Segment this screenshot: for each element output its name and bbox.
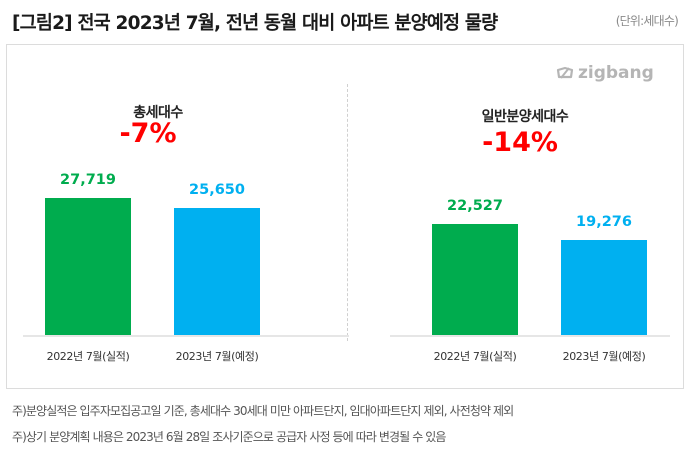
value-label-panel-1-2022: 27,719 [60, 172, 116, 188]
unit-label: (단위:세대수) [615, 14, 679, 28]
bar-panel-1-2022 [45, 198, 131, 335]
footnote-2: 주)상기 분양계획 내용은 2023년 6월 28일 조사기준으로 공급자 사정… [12, 430, 446, 444]
bar-panel-2-2022 [432, 223, 518, 335]
category-label-panel-1-2023: 2023년 7월(예정) [175, 350, 259, 363]
zigbang-logo-icon [556, 66, 574, 79]
panel-1-title: 총세대수 [133, 105, 183, 121]
bar-panel-1-2023 [174, 208, 260, 335]
panel-2-change: -14% [482, 127, 558, 158]
category-label-panel-2-2023: 2023년 7월(예정) [562, 350, 646, 363]
footnote-1: 주)분양실적은 입주자모집공고일 기준, 총세대수 30세대 미만 아파트단지,… [12, 404, 514, 418]
zigbang-logo: zigbang [556, 63, 654, 83]
panel-2-title: 일반분양세대수 [481, 109, 569, 125]
value-label-panel-1-2023: 25,650 [189, 182, 245, 199]
panel-1-change: -7% [119, 118, 177, 149]
bar-panel-2-2023 [561, 239, 647, 335]
baseline-panel-1 [23, 335, 349, 337]
category-label-panel-2-2022: 2022년 7월(실적) [433, 350, 517, 363]
value-label-panel-2-2022: 22,527 [447, 197, 503, 214]
zigbang-logo-text: zigbang [578, 63, 654, 83]
panel-divider [347, 84, 348, 341]
chart-frame [6, 44, 684, 389]
baseline-panel-2 [390, 335, 670, 337]
figure-title: [그림2] 전국 2023년 7월, 전년 동월 대비 아파트 분양예정 물량 [12, 13, 498, 34]
category-label-panel-1-2022: 2022년 7월(실적) [46, 350, 130, 363]
value-label-panel-2-2023: 19,276 [576, 213, 632, 230]
